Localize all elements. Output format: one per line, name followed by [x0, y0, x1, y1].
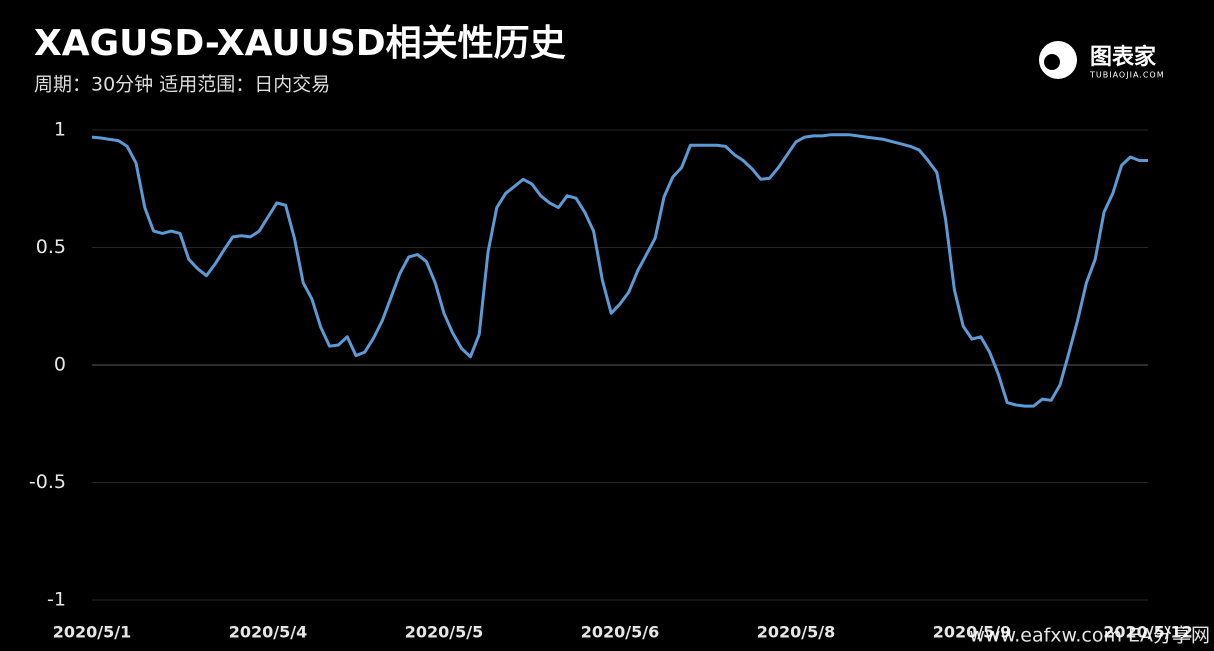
line-series	[91, 133, 1148, 408]
logo-text: 图表家	[1090, 44, 1157, 70]
y-tick-label: 0	[54, 354, 66, 376]
chart-title: XAGUSD-XAUUSD相关性历史	[34, 23, 566, 64]
y-tick-label: 0.5	[36, 236, 66, 258]
y-tick-label: -0.5	[29, 471, 66, 493]
logo-icon-eye	[1044, 54, 1060, 70]
x-tick-label: 2020/5/1	[53, 623, 131, 642]
watermark: www.eafxw.com EA分享网	[969, 625, 1210, 647]
x-tick-label: 2020/5/9	[933, 623, 1011, 642]
logo-subtext: TUBIAOJIA.COM	[1089, 71, 1165, 80]
logo: 图表家 TUBIAOJIA.COM	[1039, 41, 1165, 80]
x-tick-label: 2020/5/6	[581, 623, 659, 642]
x-tick-label: 2020/5/8	[757, 623, 835, 642]
x-tick-label: 2020/5/5	[405, 623, 483, 642]
y-tick-label: -1	[47, 589, 66, 611]
y-tick-label: 1	[54, 119, 66, 141]
x-tick-label: 2020/5/4	[229, 623, 307, 642]
x-tick-label: 2020/5/12	[1103, 623, 1193, 642]
chart-subtitle: 周期：30分钟 适用范围：日内交易	[34, 74, 330, 96]
